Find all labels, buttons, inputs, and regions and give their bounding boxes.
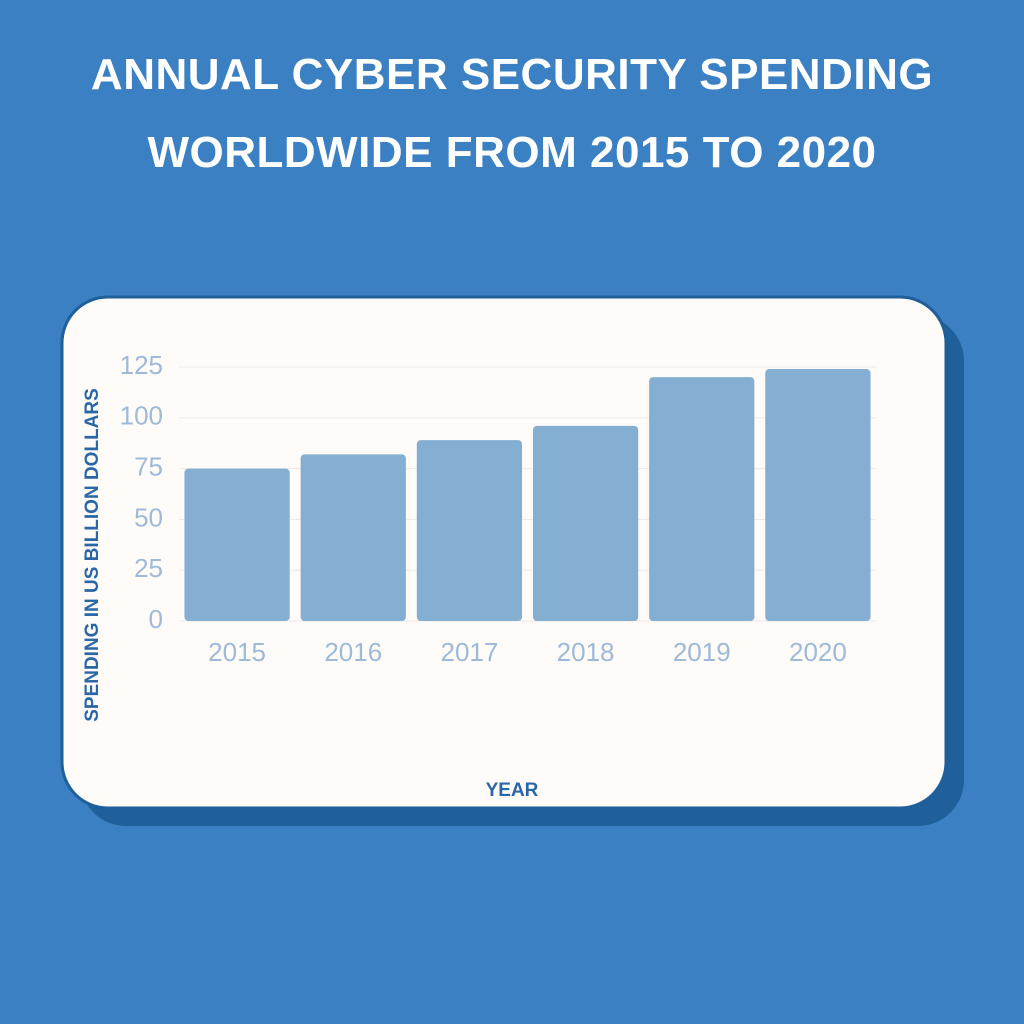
x-tick-label: 2015 xyxy=(208,637,266,667)
x-tick-label: 2019 xyxy=(673,637,731,667)
bar xyxy=(532,425,639,621)
y-axis-title: SPENDING IN US BILLION DOLLARS xyxy=(82,388,103,722)
bar xyxy=(300,454,406,621)
x-tick-label: 2016 xyxy=(324,637,382,667)
bar xyxy=(649,377,755,621)
y-tick-label: 75 xyxy=(134,451,163,481)
y-tick-label: 125 xyxy=(120,350,163,380)
x-tick-label: 2020 xyxy=(789,637,847,667)
x-axis-title: YEAR xyxy=(486,780,539,801)
y-tick-label: 100 xyxy=(120,401,163,431)
chart-title: ANNUAL CYBER SECURITY SPENDING WORLDWIDE… xyxy=(90,50,934,177)
x-tick-label: 2018 xyxy=(557,637,615,667)
y-tick-label: 0 xyxy=(149,604,163,634)
bar xyxy=(416,440,523,621)
bar xyxy=(184,468,290,621)
x-tick-label: 2017 xyxy=(440,637,498,667)
y-tick-label: 50 xyxy=(134,502,163,532)
y-tick-label: 25 xyxy=(134,553,163,583)
bar xyxy=(765,369,871,621)
